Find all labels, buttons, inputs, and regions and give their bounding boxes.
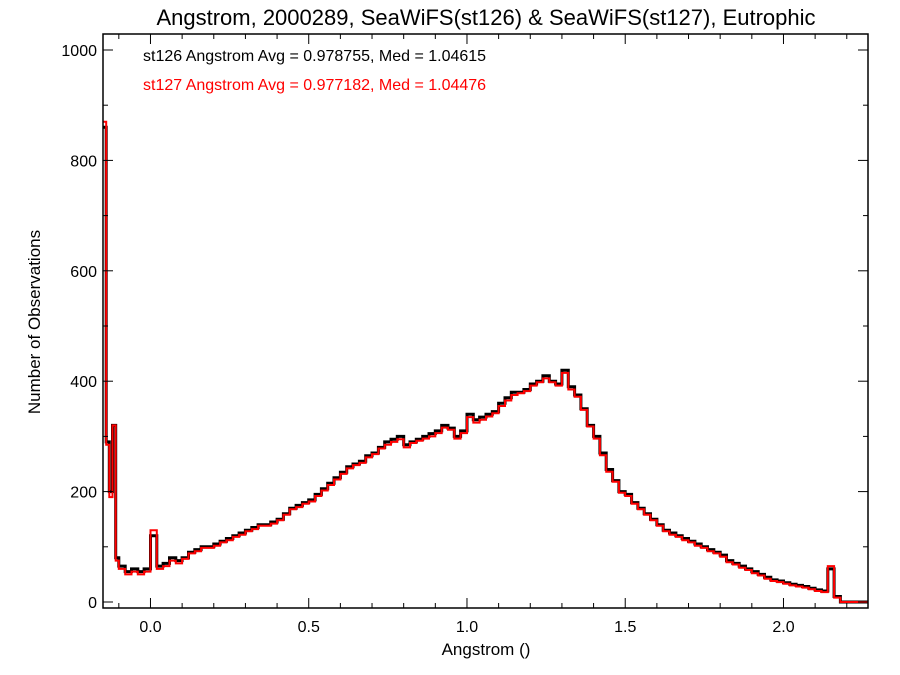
- ticks-layer: 0.0 0.5 1.0 1.5 2.0 0 200 400 600 800 1000: [61, 34, 868, 636]
- y-tick-label: 400: [70, 374, 97, 391]
- y-tick-label: 200: [70, 485, 97, 502]
- x-tick-label: 1.0: [456, 619, 478, 636]
- x-tick-label: 1.5: [614, 619, 636, 636]
- x-tick-label: 0.5: [298, 619, 320, 636]
- plot-frame: [102, 33, 869, 609]
- chart-title: Angstrom, 2000289, SeaWiFS(st126) & SeaW…: [156, 5, 815, 30]
- series-line-st126: [103, 125, 868, 604]
- stats-annotation: st126 Angstrom Avg = 0.978755, Med = 1.0…: [143, 48, 486, 65]
- y-tick-label: 600: [70, 264, 97, 281]
- y-axis-label: Number of Observations: [25, 230, 44, 414]
- annotations-layer: st126 Angstrom Avg = 0.978755, Med = 1.0…: [143, 48, 486, 94]
- series-layer: [103, 120, 868, 604]
- y-tick-label: 800: [70, 153, 97, 170]
- x-axis-label: Angstrom (): [442, 640, 531, 659]
- x-tick-label: 0.0: [139, 619, 161, 636]
- series-line-st127: [103, 120, 868, 603]
- y-tick-label: 0: [88, 595, 97, 612]
- y-tick-label: 1000: [61, 43, 97, 60]
- x-tick-label: 2.0: [772, 619, 794, 636]
- stats-annotation: st127 Angstrom Avg = 0.977182, Med = 1.0…: [143, 77, 486, 94]
